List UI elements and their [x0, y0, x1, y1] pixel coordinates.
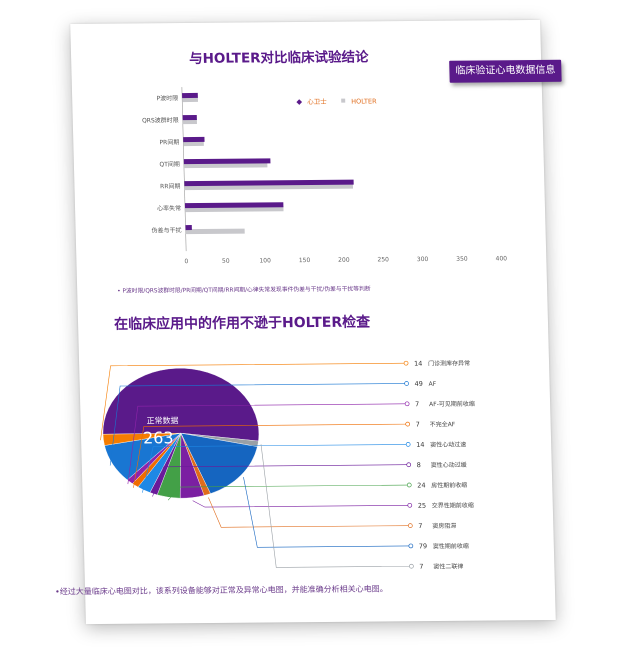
pie-leader-dot — [407, 502, 413, 508]
pie-slice-label: 门诊测库存异常 — [428, 359, 470, 367]
bar-category-label: P波时限 — [156, 94, 178, 102]
bar-x-tick-label: 0 — [184, 258, 188, 265]
bar-x-tick-label: 50 — [222, 258, 230, 265]
bar-xinweishi — [185, 225, 192, 231]
pie-slice-value: 24 — [417, 481, 425, 489]
bar-xinweishi — [182, 92, 198, 99]
pie-leader-line — [127, 403, 406, 485]
bar-xinweishi — [184, 179, 354, 187]
bar-x-tick-label: 200 — [338, 257, 350, 264]
bar-x-tick-label: 350 — [456, 256, 468, 263]
bar-holter — [182, 96, 199, 103]
pie-leader-dot — [404, 381, 409, 386]
pie-slice-label: 不完全AF — [430, 420, 456, 428]
pie-leader-dot — [406, 482, 412, 488]
bar-y-axis — [181, 87, 187, 252]
pie-leader-line — [167, 484, 408, 501]
bar-x-tick-label: 400 — [496, 255, 508, 262]
pie-leader-line — [142, 444, 407, 493]
legend-label-xinweishi: 心卫士 — [307, 97, 327, 106]
pie-slice-value: 79 — [419, 542, 427, 550]
pie-slice-value: 7 — [415, 400, 419, 408]
bar-category-label: QRS波群时限 — [142, 116, 179, 124]
bar-x-tick-label: 300 — [417, 256, 429, 263]
bar-xinweishi — [182, 114, 197, 121]
bar-category-label: 伪差与干扰 — [152, 226, 182, 234]
legend-marker-holter — [341, 98, 346, 103]
pie-slice-main — [102, 368, 260, 442]
pie-leader-dot — [406, 462, 412, 468]
bar-category-label: 心率失常 — [157, 204, 181, 212]
bar-xinweishi — [183, 158, 271, 165]
pie-slice-label: 窦性心动过速 — [430, 440, 466, 448]
legend-label-holter: HOLTER — [351, 97, 377, 105]
pie-leader-dot — [408, 543, 414, 549]
pie-slice-label: 窦性心动过缓 — [431, 461, 467, 469]
pie-slice-label: AF — [429, 381, 437, 388]
bar-holter — [185, 228, 245, 235]
pie-slice-value: 8 — [417, 461, 421, 469]
bar-x-tick-label: 150 — [299, 257, 311, 264]
bar-xinweishi — [183, 136, 205, 143]
pie-slice-label: 窦性期前收缩 — [433, 542, 469, 550]
pie-leader-line — [260, 444, 410, 568]
pie-leader-line — [243, 477, 409, 548]
pie-leader-line — [192, 500, 408, 508]
pie-center-value: 263 — [143, 428, 174, 447]
bar-category-label: QT间期 — [159, 160, 180, 168]
pie-leader-line — [152, 464, 407, 497]
pie-leader-dot — [405, 421, 411, 427]
pie-slice-value: 7 — [418, 522, 422, 530]
pie-leader-dot — [407, 523, 413, 528]
bar-category-label: PR间期 — [159, 138, 179, 146]
document-page: 与HOLTER对比临床试验结论 临床验证心电数据信息 P波时限 QRS波群时限 PR… — [55, 19, 562, 625]
pie-leader-line — [208, 497, 409, 528]
pie-slice-value: 14 — [414, 360, 422, 368]
bar-category-label: RR间期 — [160, 182, 181, 190]
pie-leader-dot — [404, 401, 410, 407]
bar-xinweishi — [184, 202, 284, 209]
pie-leader-dot — [405, 442, 411, 447]
bar-x-tick-label: 100 — [259, 257, 271, 264]
pie-slice-label: 窦性二联律 — [433, 562, 463, 570]
bar-holter — [182, 118, 198, 125]
pie-center-label: 正常数据 — [146, 415, 178, 425]
pie-slice-label: 窦房阻滞 — [432, 522, 456, 530]
pie-chart: 正常数据 263 14 门诊测库存异常 49 AF 7 AF-可见期前收缩 7 不完全AF 14 窦性… — [100, 359, 475, 571]
pie-leader-line — [100, 362, 405, 441]
pie-leader-line — [133, 423, 406, 488]
bar-holter — [183, 140, 204, 147]
pie-slice-value: 25 — [418, 502, 426, 510]
pie-leader-line — [109, 383, 405, 466]
legend-marker-xinweishi — [296, 99, 303, 105]
pie-slice-value: 7 — [416, 421, 420, 429]
pie-slice-label: 房性期前收缩 — [431, 481, 467, 489]
pie-slice-value: 14 — [416, 441, 424, 449]
pie-slice — [180, 432, 258, 494]
pie-slice-value: 7 — [419, 563, 423, 571]
pie-leader-dot — [403, 360, 409, 366]
bar-x-tick-label: 250 — [377, 256, 389, 263]
pie-slice-label: AF-可见期前收缩 — [429, 400, 475, 408]
pie-leader-dot — [409, 563, 414, 569]
pie-slice-value: 49 — [415, 380, 423, 388]
pie-slice-label: 交界性期前收缩 — [432, 501, 474, 509]
